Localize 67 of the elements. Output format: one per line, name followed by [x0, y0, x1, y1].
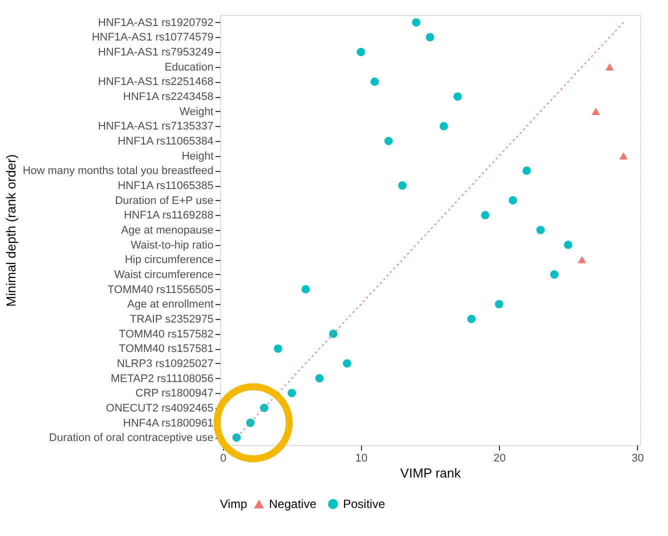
x-tick-label: 10	[355, 452, 368, 464]
y-tick-label: HNF1A-AS1 rs1920792	[98, 16, 214, 29]
point	[522, 166, 531, 175]
y-tick-label: ONECUT2 rs4092465	[106, 402, 214, 414]
point	[564, 240, 572, 249]
point	[274, 344, 282, 353]
y-tick-label: TOMM40 rs157582	[118, 328, 214, 340]
y-tick-label: HNF1A-AS1 rs7953249	[98, 46, 214, 59]
point	[467, 314, 476, 324]
y-tick-label: CRP rs1800947	[135, 388, 214, 400]
point	[315, 374, 324, 382]
y-tick-label: Height	[182, 150, 214, 162]
y-tick-label: HNF1A-AS1 rs2251468	[98, 76, 214, 88]
point	[301, 285, 310, 294]
point	[619, 152, 628, 160]
y-tick-label: Duration of E+P use	[114, 194, 214, 207]
point	[592, 108, 600, 115]
point	[288, 388, 296, 398]
point	[356, 48, 366, 56]
x-tick-label: 30	[632, 452, 644, 464]
point	[440, 122, 448, 130]
point	[508, 196, 518, 205]
y-tick-label: HNF1A rs11065385	[118, 180, 214, 192]
y-tick-label: Education	[164, 61, 214, 74]
point	[329, 330, 338, 338]
y-tick-label: Waist-to-hip ratio	[130, 239, 214, 252]
y-tick-label: HNF1A-AS1 rs7135337	[98, 120, 214, 133]
y-tick-label: HNF1A rs11065384	[118, 136, 214, 148]
y-tick-label: HNF1A rs1169288	[124, 210, 214, 222]
y-tick-label: TOMM40 rs11556505	[108, 284, 214, 296]
x-tick-label: 0	[220, 452, 226, 464]
point	[536, 226, 545, 234]
y-tick-label: TOMM40 rs157581	[118, 343, 214, 356]
y-axis-title: Minimal depth (rank order)	[4, 154, 19, 307]
y-tick-label: How many months total you breastfeed	[22, 165, 214, 178]
x-axis-title: VIMP rank	[400, 466, 462, 480]
y-tick-label: NLRP3 rs10925027	[116, 358, 214, 370]
y-tick-label: Duration of oral contraceptive use	[49, 432, 214, 444]
y-tick-label: HNF1A rs2243458	[123, 91, 214, 104]
point	[342, 359, 352, 368]
point	[232, 433, 241, 442]
point	[550, 270, 559, 279]
y-tick-label: HNF4A rs1800961	[123, 417, 214, 430]
point	[578, 256, 586, 264]
point	[426, 33, 434, 42]
legend-title: Vimp	[220, 497, 248, 511]
y-tick-label: HNF1A-AS1 rs10774579	[92, 32, 214, 44]
point	[453, 92, 462, 101]
y-tick-label: Weight	[179, 106, 214, 118]
point	[384, 136, 393, 146]
point	[370, 78, 379, 86]
y-tick-label: TRAIP s2352975	[130, 313, 214, 326]
x-tick-label: 20	[493, 452, 506, 464]
y-tick-label: Age at enrollment	[127, 298, 214, 311]
y-tick-label: METAP2 rs11108056	[110, 372, 214, 385]
point	[412, 18, 420, 27]
y-tick-label: Hip circumference	[124, 254, 214, 266]
y-tick-label: Waist circumference	[114, 268, 214, 281]
point	[481, 211, 490, 220]
y-tick-label: Age at menopause	[121, 224, 214, 236]
legend-label: Positive	[343, 497, 386, 511]
point	[494, 300, 504, 308]
point	[246, 418, 255, 427]
legend-label: Negative	[269, 497, 317, 511]
point	[605, 63, 614, 71]
point	[260, 404, 268, 412]
point	[398, 181, 407, 190]
